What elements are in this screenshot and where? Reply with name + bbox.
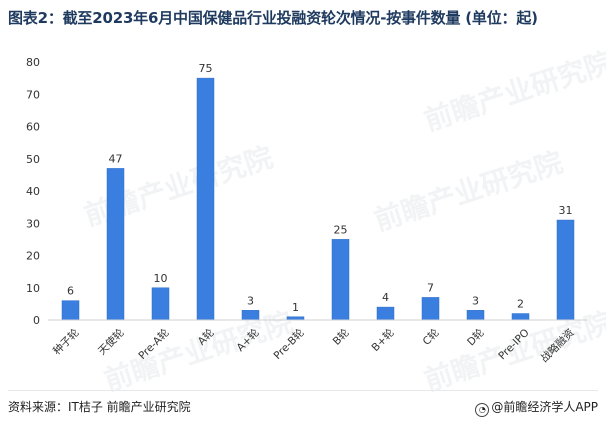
attribution: ◔ @前瞻经济学人APP [475,398,598,417]
y-tick-label: 80 [26,56,40,69]
y-tick-label: 10 [26,282,40,295]
bar [511,313,530,321]
x-tick-label: 种子轮 [50,326,82,358]
x-tick-label: 天使轮 [95,326,127,358]
y-tick-label: 60 [26,121,40,134]
bar [376,306,395,321]
y-tick-label: 70 [26,88,40,101]
x-tick-label: Pre-IPO [496,327,531,362]
data-label: 25 [334,223,348,236]
data-label: 6 [67,285,74,298]
data-label: 7 [427,281,434,294]
data-label: 3 [472,294,479,307]
bar [241,310,260,321]
y-tick-label: 50 [26,153,40,166]
y-tick-label: 30 [26,217,40,230]
bar [106,168,125,321]
bar [196,77,215,321]
x-axis: 种子轮 天使轮 Pre-A轮 A轮 A+轮 Pre-B轮 B轮 B+轮 C轮 D轮 Pre-IPO 战… [48,319,588,365]
x-tick-label: Pre-B轮 [271,326,307,362]
data-label: 2 [517,298,524,311]
data-label: 31 [559,204,573,217]
bar [61,300,80,321]
bar-chart: 01020304050607080 64710753 125473 231 种子轮天… [26,56,588,365]
x-tick-label: D轮 [464,326,487,349]
data-label: 1 [292,301,299,314]
x-tick-label: B+轮 [369,326,397,354]
x-tick-label: C轮 [420,326,442,348]
y-axis: 0 10 20 30 40 50 60 70 80 [26,56,40,327]
bar [556,219,575,321]
x-tick-label: A+轮 [234,326,262,354]
bar [421,297,440,321]
y-tick-label: 20 [26,250,40,263]
qianzhan-logo-icon: ◔ [475,403,490,417]
y-tick-label: 40 [26,185,40,198]
footer-divider [8,390,598,391]
bar [466,310,485,321]
bar [151,287,170,321]
data-label: 3 [247,294,254,307]
chart-title: 图表2：截至2023年6月中国保健品行业投融资轮次情况-按事件数量 (单位：起) [8,9,538,27]
data-label: 10 [154,272,168,285]
data-label: 47 [109,152,123,165]
x-tick-label: Pre-A轮 [136,326,172,362]
y-tick-label: 0 [33,314,40,327]
x-tick-label: A轮 [195,326,217,348]
data-label: 4 [382,291,389,304]
bars [61,77,575,321]
x-tick-label: B轮 [330,326,352,348]
data-label: 75 [199,62,213,75]
bar [331,239,350,321]
attribution-text: @前瞻经济学人APP [491,400,598,414]
source-note: 资料来源：IT桔子 前瞻产业研究院 [8,400,191,414]
x-tick-label: 战略融资 [538,326,577,365]
